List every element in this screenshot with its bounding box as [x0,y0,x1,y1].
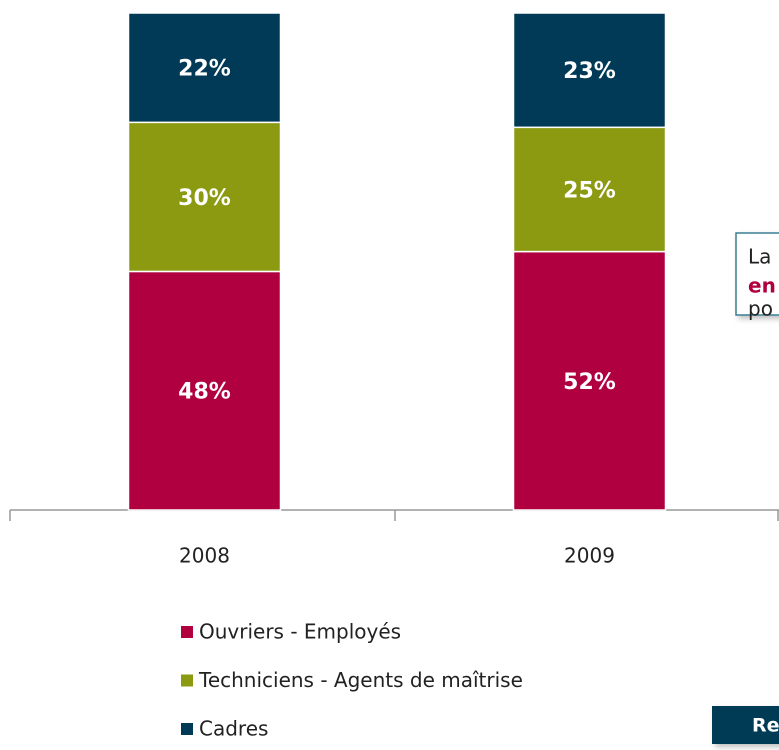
callout-text: La [748,245,771,269]
x-tick-label: 2009 [564,544,615,568]
legend-swatch [181,626,193,638]
button-bg[interactable] [712,706,779,744]
legend-swatch [181,723,193,735]
x-tick-label: 2008 [179,544,230,568]
bar-segment [127,121,282,273]
legend-label: Cadres [199,717,268,741]
data-label: 52% [563,370,616,395]
callout-text: po [748,297,773,321]
callout: La en po [735,232,779,321]
callout-text: en [748,274,776,298]
callout-box [735,232,779,316]
bar-segment [512,126,667,253]
data-label: 23% [563,59,616,84]
legend-swatch [181,674,193,687]
bar-segment [512,250,667,511]
bar-segment [512,12,667,129]
legend-label: Techniciens - Agents de maîtrise [198,668,523,692]
data-label: 22% [178,57,231,82]
button-label[interactable]: Re [752,715,779,737]
bar-segment [127,12,282,124]
data-label: 48% [178,380,231,405]
bar-segment [127,270,282,511]
data-label: 30% [178,186,231,211]
legend-label: Ouvriers - Employés [199,620,401,644]
button[interactable]: Re [712,706,779,744]
data-label: 25% [563,178,616,203]
